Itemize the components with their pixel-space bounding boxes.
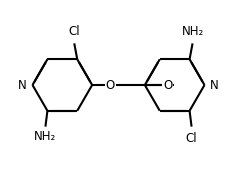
Text: N: N	[210, 79, 219, 92]
Text: Cl: Cl	[68, 25, 80, 38]
Text: Cl: Cl	[186, 132, 197, 145]
Text: NH₂: NH₂	[182, 25, 204, 38]
Text: O: O	[105, 79, 115, 92]
Text: NH₂: NH₂	[34, 130, 57, 143]
Text: O: O	[163, 79, 172, 92]
Text: N: N	[18, 79, 27, 92]
